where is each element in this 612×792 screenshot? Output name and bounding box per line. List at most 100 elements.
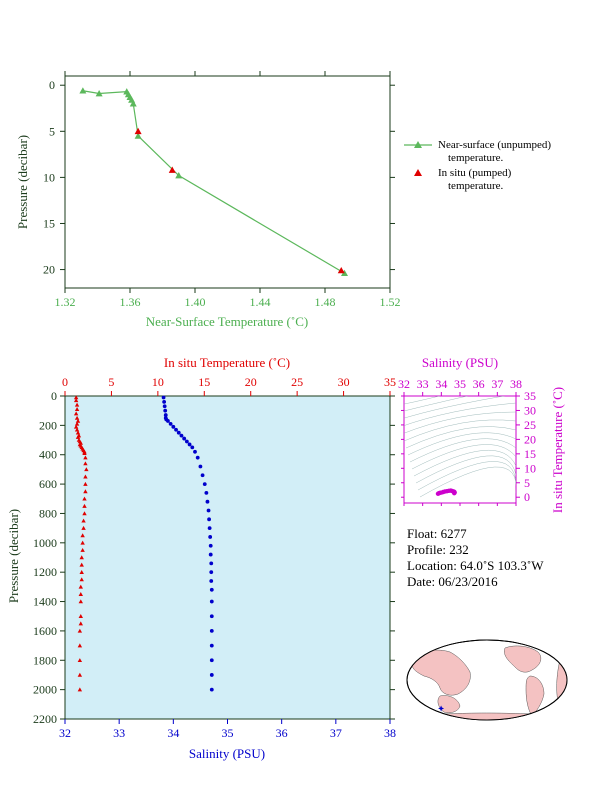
profile-y-tick-label: 200 (39, 418, 57, 432)
ts-x-tick-label: 36 (473, 377, 485, 391)
float-position-marker (438, 705, 445, 712)
salinity-profile-point (209, 658, 214, 663)
unpumped-temperature-point (95, 90, 103, 97)
salinity-profile-point (205, 499, 210, 504)
salinity-profile-point (204, 491, 209, 495)
temperature-profile-point (77, 658, 83, 663)
temperature-x-tick-label: 10 (152, 375, 164, 389)
map-landmass-antarctica (419, 712, 561, 720)
temperature-profile-point (80, 547, 85, 552)
temperature-x-ticks: 0 5 10 15 20 25 30 35 (62, 375, 396, 396)
ts-x-ticks: 32 33 34 35 36 37 38 (398, 377, 522, 506)
legend-label-unpumped-2: temperature. (448, 152, 504, 164)
pumped-temperature-point (134, 127, 142, 135)
salinity-x-tick-label: 35 (222, 726, 234, 740)
ts-y-tick-label: 0 (524, 490, 530, 504)
temperature-profile-point (79, 562, 84, 567)
ts-point (452, 490, 457, 496)
salinity-profile-point (208, 535, 213, 539)
salinity-profile-point (202, 482, 207, 486)
temperature-profile-point (80, 533, 85, 538)
density-contour (409, 438, 516, 463)
salinity-axis-label: Salinity (PSU) (189, 746, 265, 761)
density-contour (404, 411, 516, 434)
ts-y-tick-label: 30 (524, 403, 536, 417)
temperature-profile-point (75, 430, 81, 435)
top-y-tick-label: 15 (43, 216, 55, 230)
salinity-profile-point (209, 561, 214, 566)
salinity-profile-point (209, 579, 214, 583)
legend-marker-unpumped (414, 141, 422, 148)
density-contour (419, 466, 516, 498)
unpumped-temperature-point (175, 172, 183, 179)
map-landmass-north-america (504, 645, 542, 673)
top-x-axis-label: Near-Surface Temperature (˚C) (146, 314, 308, 329)
salinity-profile-point (209, 599, 214, 604)
temperature-x-tick-label: 0 (62, 375, 68, 389)
salinity-x-tick-label: 36 (276, 726, 288, 740)
salinity-profile-point (208, 552, 213, 557)
ts-x-tick-label: 37 (491, 377, 503, 391)
profile-y-axis-label: Pressure (decibar) (6, 509, 21, 603)
unpumped-temperature-point (79, 87, 87, 94)
temperature-profile-point (74, 421, 80, 426)
float-location: Location: 64.0˚S 103.3˚W (407, 558, 544, 573)
temperature-profile-point (74, 415, 80, 420)
salinity-profile-point (207, 517, 211, 522)
density-contour (404, 402, 516, 426)
profile-y-tick-label: 400 (39, 448, 57, 462)
density-contour (411, 444, 516, 470)
salinity-profile-point (209, 587, 214, 592)
profile-y-tick-label: 1600 (33, 624, 57, 638)
salinity-profile-point (198, 464, 203, 469)
ts-x-tick-label: 34 (435, 377, 447, 391)
temperature-profile-point (83, 474, 88, 479)
top-y-tick-label: 20 (43, 263, 55, 277)
legend-label-pumped-2: temperature. (448, 180, 504, 192)
top-y-tick-label: 0 (49, 78, 55, 92)
near-surface-chart: 1.32 1.36 1.40 1.44 1.48 1.52 0 5 10 15 20 Near-S… (15, 71, 401, 329)
temperature-x-tick-label: 35 (384, 375, 396, 389)
salinity-x-tick-label: 37 (330, 726, 342, 740)
temperature-profile-point (82, 511, 87, 516)
density-contour (405, 426, 516, 449)
density-contour (415, 455, 516, 484)
temperature-axis-label: In situ Temperature (˚C) (164, 355, 290, 370)
temperature-profile-point (83, 455, 88, 460)
ts-x-tick-label: 38 (510, 377, 522, 391)
pumped-temperature-point (168, 166, 176, 173)
temperature-profile-point (82, 451, 87, 456)
salinity-profile-point (209, 673, 214, 677)
profile-date: Date: 06/23/2016 (407, 574, 498, 589)
temperature-profile-point (73, 411, 79, 416)
ts-x-axis-label: Salinity (PSU) (422, 355, 498, 370)
temperature-profile-point (78, 592, 83, 596)
ts-y-tick-label: 35 (524, 389, 536, 403)
profile-chart: 0 5 10 15 20 25 30 35 32 33 34 35 36 37 38 0 200 400 600… (6, 355, 396, 761)
legend-marker-pumped (414, 169, 422, 176)
legend: Near-surface (unpumped) temperature. In … (404, 139, 551, 192)
ts-x-tick-label: 35 (454, 377, 466, 391)
temperature-profile-point (75, 418, 81, 423)
temperature-profile-point (74, 427, 80, 432)
profile-y-tick-label: 1800 (33, 653, 57, 667)
salinity-profile-point (168, 421, 173, 426)
salinity-profile-point (187, 442, 192, 447)
temperature-profile-point (77, 687, 83, 692)
profile-y-tick-label: 2000 (33, 683, 57, 697)
top-y-ticks: 0 5 10 15 20 (43, 78, 395, 277)
temperature-profile-point (78, 614, 83, 618)
temperature-profile-point (81, 525, 86, 530)
ts-y-axis-label: In situ Temperature (˚C) (550, 387, 565, 513)
profile-series-layer (73, 395, 214, 692)
temperature-profile-point (73, 424, 79, 429)
salinity-profile-point (209, 614, 214, 619)
density-contour (404, 396, 469, 412)
salinity-profile-point (162, 399, 167, 404)
temperature-x-tick-label: 25 (291, 375, 303, 389)
salinity-x-tick-label: 33 (113, 726, 125, 740)
temperature-profile-point (74, 402, 80, 407)
